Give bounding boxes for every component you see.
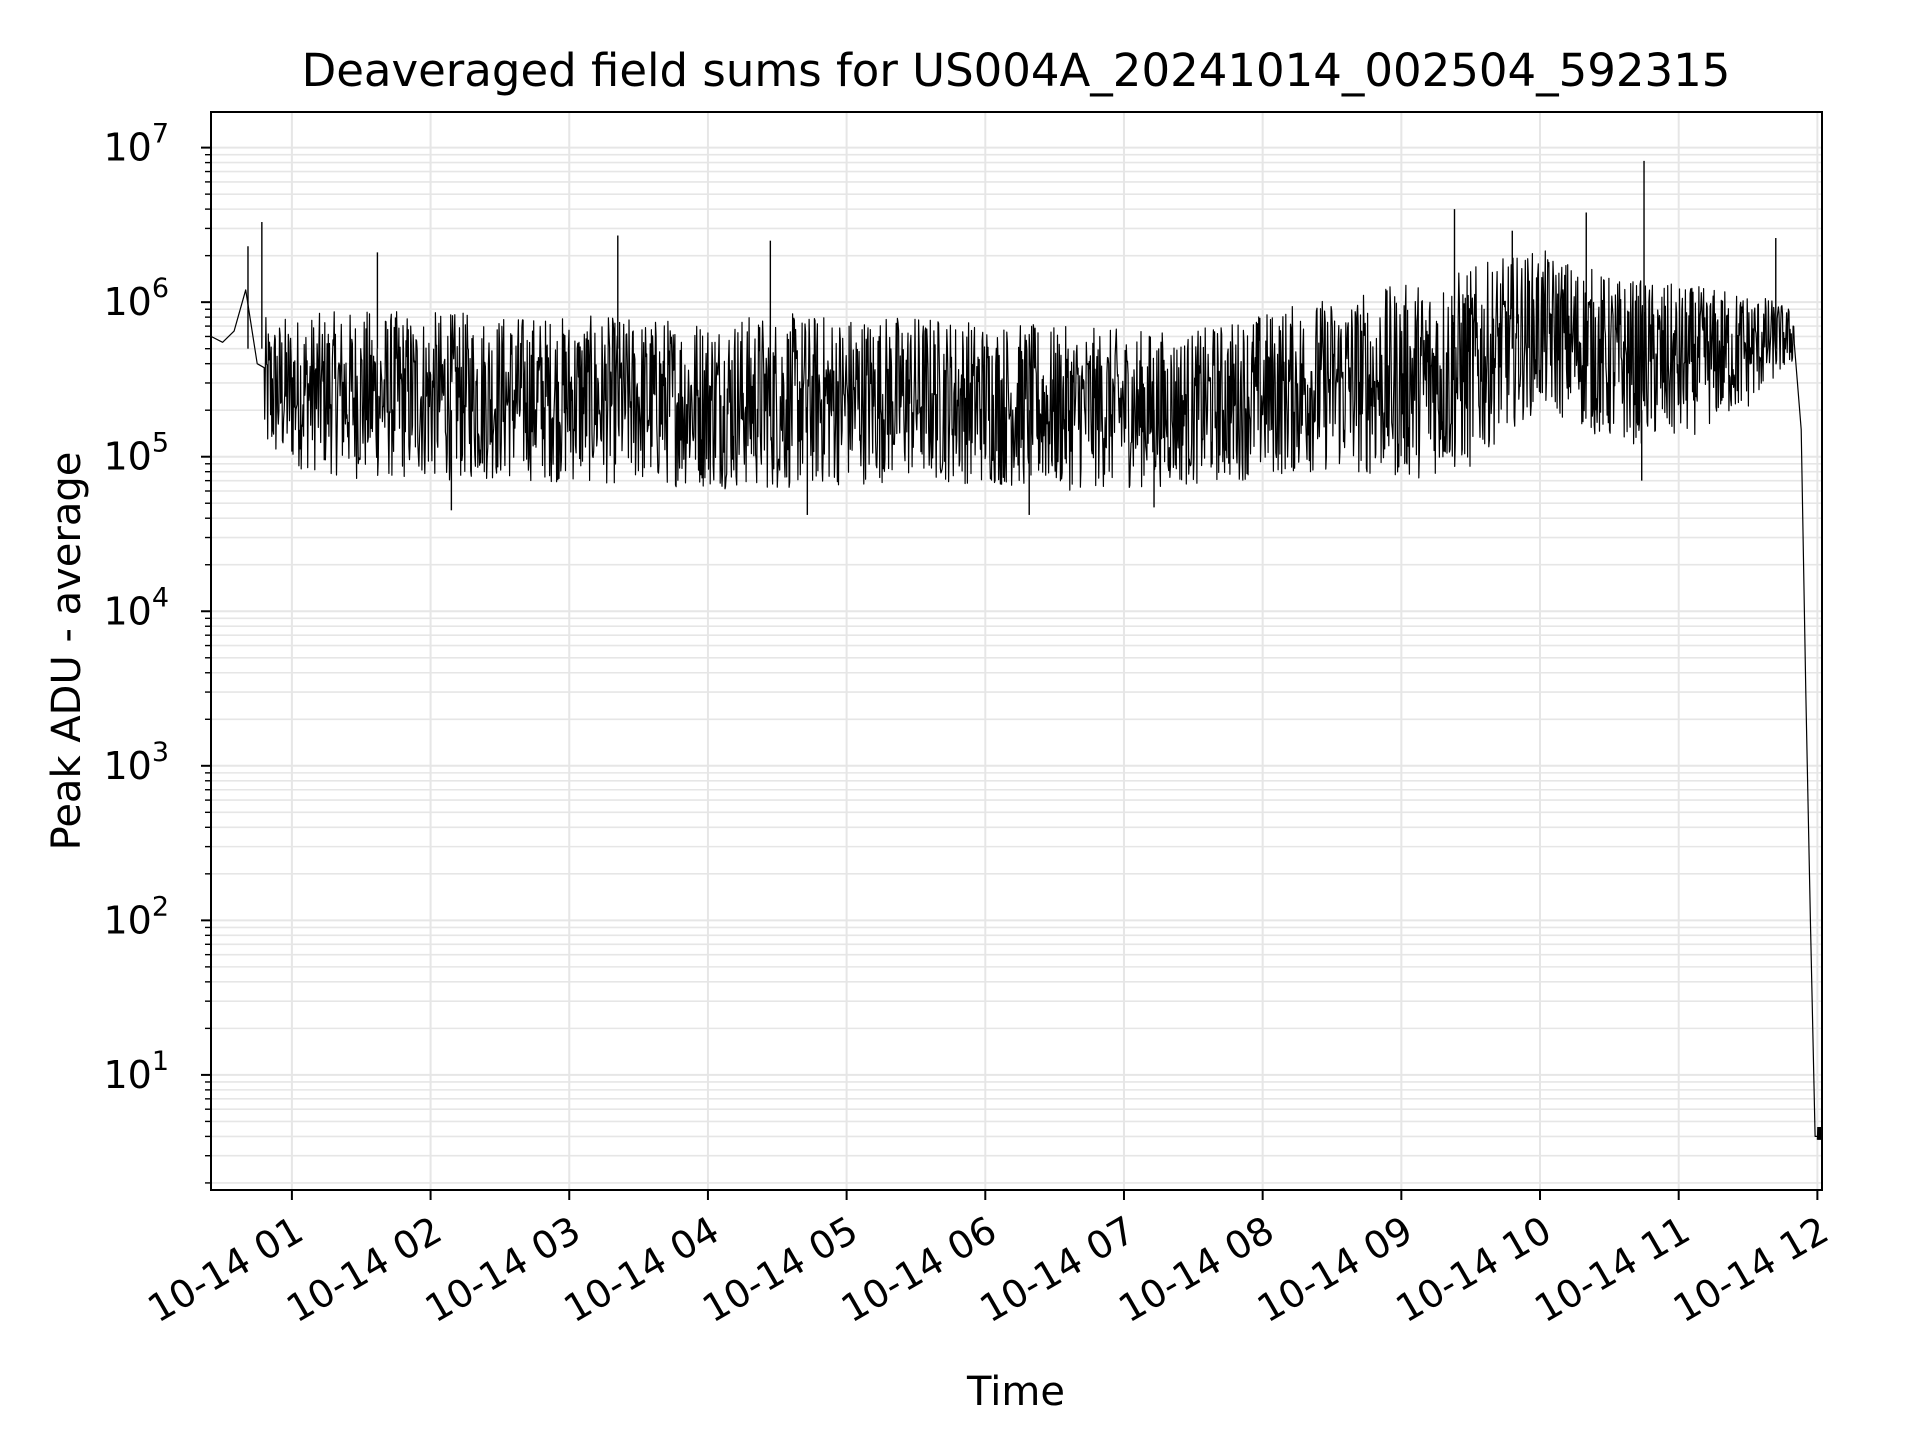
y-tick-exponent: 6: [152, 273, 169, 304]
x-axis-label: Time: [966, 1369, 1065, 1415]
y-tick-base: 10: [103, 126, 151, 170]
x-tick-label: 10-14 08: [1111, 1208, 1281, 1332]
y-tick-label: 103: [103, 737, 169, 788]
y-tick-base: 10: [103, 280, 151, 324]
y-tick-exponent: 5: [152, 428, 169, 459]
y-tick-base: 10: [103, 744, 151, 788]
y-tick-label: 106: [103, 273, 169, 324]
x-tick-label: 10-14 10: [1389, 1208, 1559, 1332]
x-tick-label: 10-14 03: [418, 1208, 588, 1332]
y-tick-base: 10: [103, 435, 151, 479]
x-tick-label: 10-14 09: [1250, 1208, 1420, 1332]
x-tick-label: 10-14 11: [1527, 1208, 1697, 1332]
y-tick-base: 10: [103, 1053, 151, 1097]
x-tick-label: 10-14 05: [695, 1208, 865, 1332]
plot-clip-area: [210, 160, 1823, 1140]
y-tick-base: 10: [103, 589, 151, 633]
y-axis-label: Peak ADU - average: [44, 452, 90, 851]
data-series-line: [210, 250, 1822, 1137]
x-tick-label: 10-14 12: [1666, 1208, 1836, 1332]
x-tick-label: 10-14 04: [556, 1208, 726, 1332]
y-tick-label: 102: [103, 891, 169, 942]
y-tick-exponent: 3: [152, 737, 169, 768]
y-tick-exponent: 1: [152, 1046, 169, 1077]
y-tick-exponent: 4: [152, 582, 169, 613]
y-tick-label: 104: [103, 582, 169, 633]
y-tick-label: 107: [103, 119, 169, 170]
x-tick-label: 10-14 07: [973, 1208, 1143, 1332]
y-tick-label: 101: [103, 1046, 169, 1097]
chart-title: Deaveraged field sums for US004A_2024101…: [302, 44, 1731, 97]
x-tick-label: 10-14 06: [834, 1208, 1004, 1332]
grid-lines: [211, 112, 1822, 1190]
y-tick-label: 105: [103, 428, 169, 479]
y-tick-base: 10: [103, 898, 151, 942]
y-tick-exponent: 2: [152, 891, 169, 922]
x-tick-label: 10-14 01: [140, 1208, 310, 1332]
y-tick-exponent: 7: [152, 119, 169, 150]
x-tick-label: 10-14 02: [279, 1208, 449, 1332]
plot-frame: [210, 111, 1823, 1191]
